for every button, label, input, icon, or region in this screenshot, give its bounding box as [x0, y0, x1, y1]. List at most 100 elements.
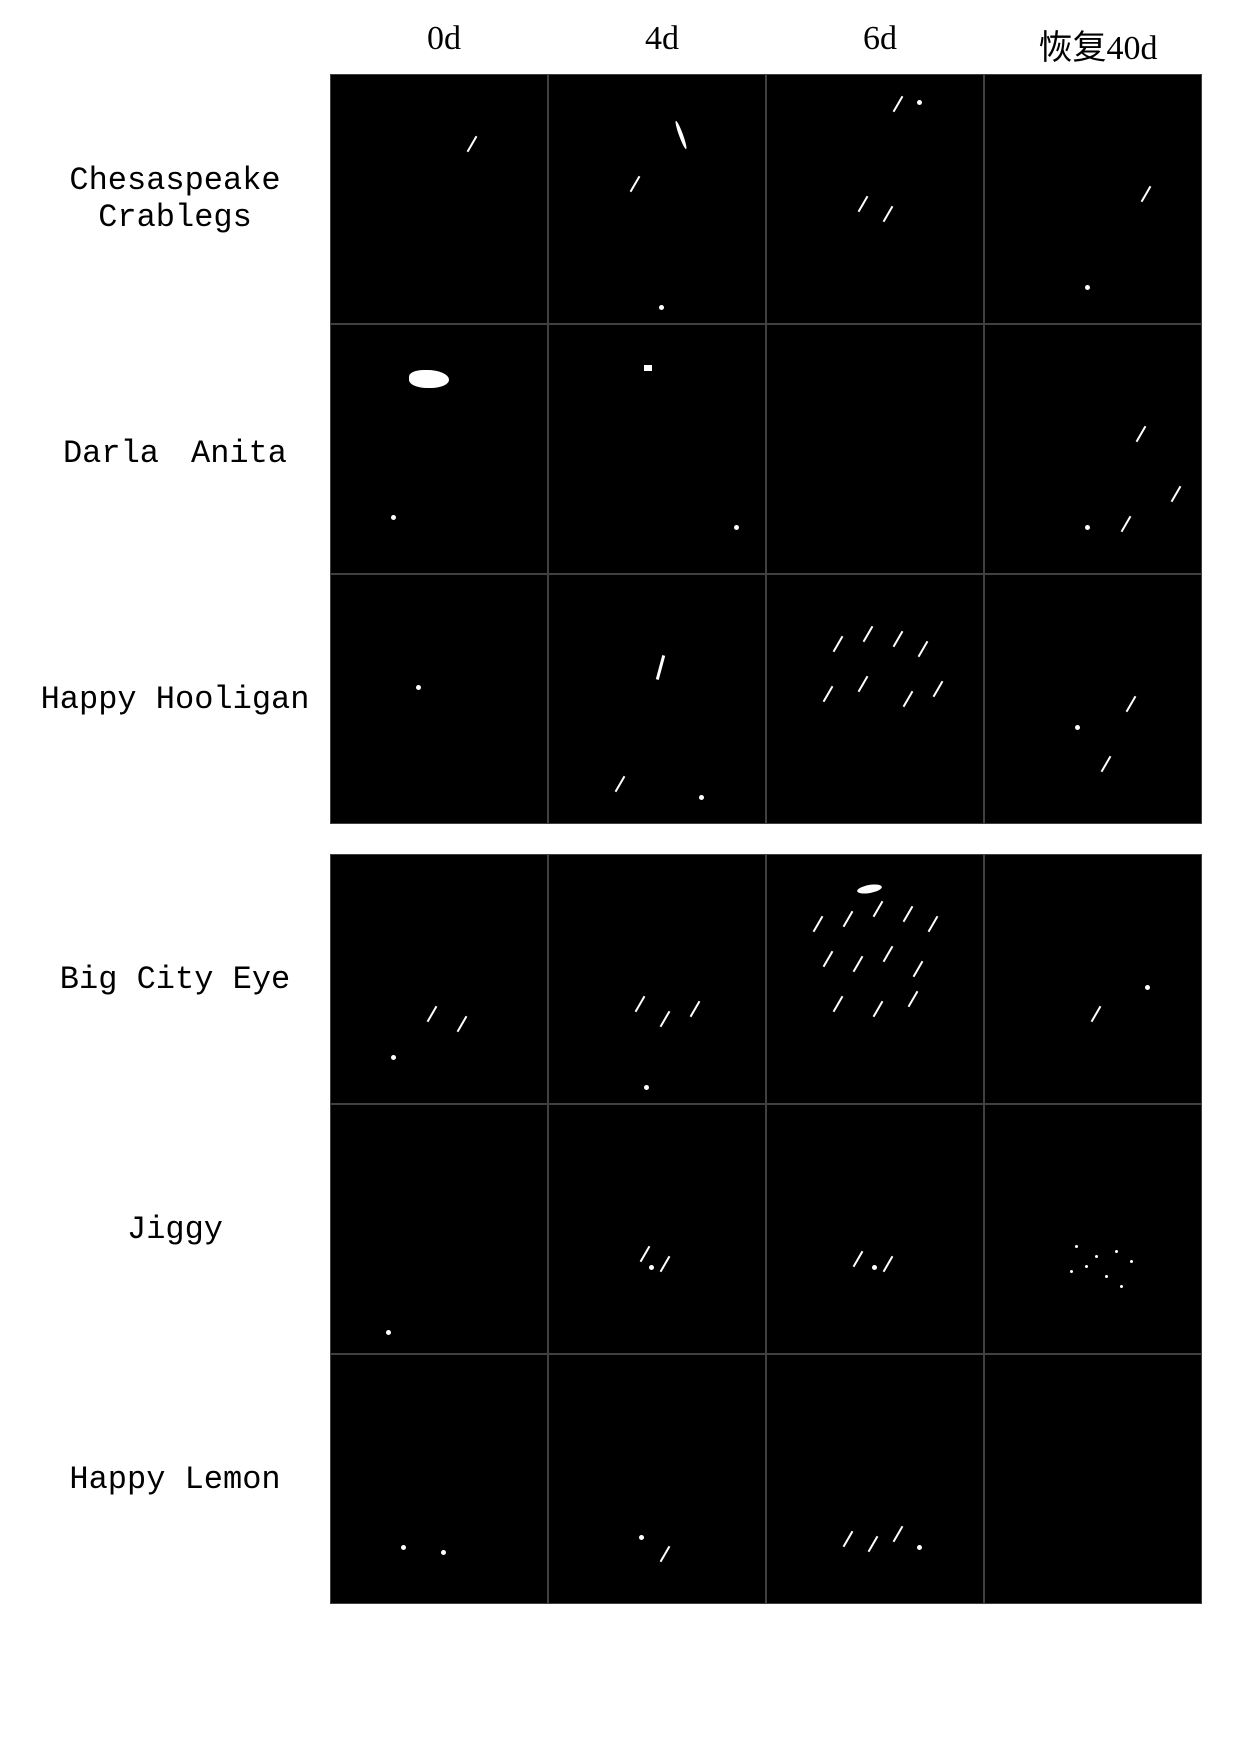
speck: [853, 956, 864, 973]
speck: [615, 776, 626, 793]
image-cell: [330, 324, 548, 574]
speck: [868, 1536, 879, 1553]
speck: [1136, 426, 1147, 443]
speck: [856, 883, 882, 895]
speck: [928, 916, 939, 933]
speck: [1130, 1260, 1133, 1263]
image-cell: [984, 574, 1202, 824]
speck: [660, 1011, 671, 1028]
speck: [1101, 756, 1112, 773]
speck: [843, 911, 854, 928]
image-cell: [766, 324, 984, 574]
speck: [659, 305, 664, 310]
speck: [843, 1531, 854, 1548]
speck: [858, 196, 869, 213]
figure-row: Jiggy: [30, 1104, 1210, 1354]
speck: [1141, 186, 1152, 203]
speck: [1075, 1245, 1078, 1248]
figure-row: Big City Eye: [30, 854, 1210, 1104]
speck: [639, 1535, 644, 1540]
speck: [391, 1055, 396, 1060]
image-cell: [548, 854, 766, 1104]
speck: [1115, 1250, 1118, 1253]
speck: [893, 631, 904, 648]
speck: [409, 370, 449, 388]
speck: [873, 1001, 884, 1018]
speck: [813, 916, 824, 933]
speck: [903, 906, 914, 923]
image-cell: [984, 1104, 1202, 1354]
speck: [674, 120, 688, 150]
speck: [918, 641, 929, 658]
speck: [872, 1265, 877, 1270]
speck: [441, 1550, 446, 1555]
speck: [467, 136, 478, 153]
image-grid: [330, 854, 1202, 1104]
row-label: Happy Hooligan: [30, 681, 330, 718]
row-label: Darla Anita: [30, 426, 330, 472]
image-cell: [984, 854, 1202, 1104]
speck: [734, 525, 739, 530]
speck: [853, 1251, 864, 1268]
speck: [1120, 1285, 1123, 1288]
speck: [1121, 516, 1132, 533]
col-header-6d: 6d: [771, 20, 989, 69]
speck: [1171, 486, 1182, 503]
row-label: Big City Eye: [30, 961, 330, 998]
figure-row: Happy Hooligan: [30, 574, 1210, 824]
speck: [630, 176, 641, 193]
image-grid: [330, 74, 1202, 324]
speck: [401, 1545, 406, 1550]
speck: [1091, 1006, 1102, 1023]
speck: [690, 1001, 701, 1018]
speck: [823, 686, 834, 703]
image-cell: [766, 1104, 984, 1354]
image-cell: [984, 324, 1202, 574]
image-cell: [330, 854, 548, 1104]
figure-container: 0d 4d 6d 恢复40d Chesaspeake Crablegs Darla…: [0, 0, 1240, 1654]
image-cell: [766, 1354, 984, 1604]
speck: [883, 946, 894, 963]
image-cell: [548, 1104, 766, 1354]
speck: [833, 636, 844, 653]
speck: [858, 676, 869, 693]
speck: [427, 1006, 438, 1023]
speck: [416, 685, 421, 690]
speck: [660, 1546, 671, 1563]
speck: [913, 961, 924, 978]
figure-section: Big City EyeJiggyHappy Lemon: [30, 854, 1210, 1604]
speck: [644, 365, 652, 371]
speck: [656, 655, 665, 680]
image-cell: [984, 74, 1202, 324]
speck: [833, 996, 844, 1013]
image-cell: [984, 1354, 1202, 1604]
speck: [635, 996, 646, 1013]
speck: [640, 1246, 651, 1263]
image-grid: [330, 574, 1202, 824]
speck: [1095, 1255, 1098, 1258]
speck: [1085, 1265, 1088, 1268]
speck: [1085, 525, 1090, 530]
figure-section: Chesaspeake Crablegs Darla Anita Happy Hoo…: [30, 74, 1210, 824]
speck: [457, 1016, 468, 1033]
image-cell: [548, 324, 766, 574]
row-label: Chesaspeake Crablegs: [30, 162, 330, 236]
column-headers-row: 0d 4d 6d 恢复40d: [335, 20, 1210, 69]
speck: [649, 1265, 654, 1270]
speck: [1075, 725, 1080, 730]
image-cell: [330, 574, 548, 824]
speck: [903, 691, 914, 708]
figure-row: Chesaspeake Crablegs: [30, 74, 1210, 324]
speck: [391, 515, 396, 520]
speck: [893, 96, 904, 113]
speck: [1126, 696, 1137, 713]
col-header-recover40d: 恢复40d: [989, 20, 1207, 69]
speck: [1105, 1275, 1108, 1278]
speck: [893, 1526, 904, 1543]
speck: [644, 1085, 649, 1090]
speck: [699, 795, 704, 800]
row-label: Jiggy: [30, 1211, 330, 1248]
image-grid: [330, 1354, 1202, 1604]
speck: [863, 626, 874, 643]
speck: [917, 1545, 922, 1550]
